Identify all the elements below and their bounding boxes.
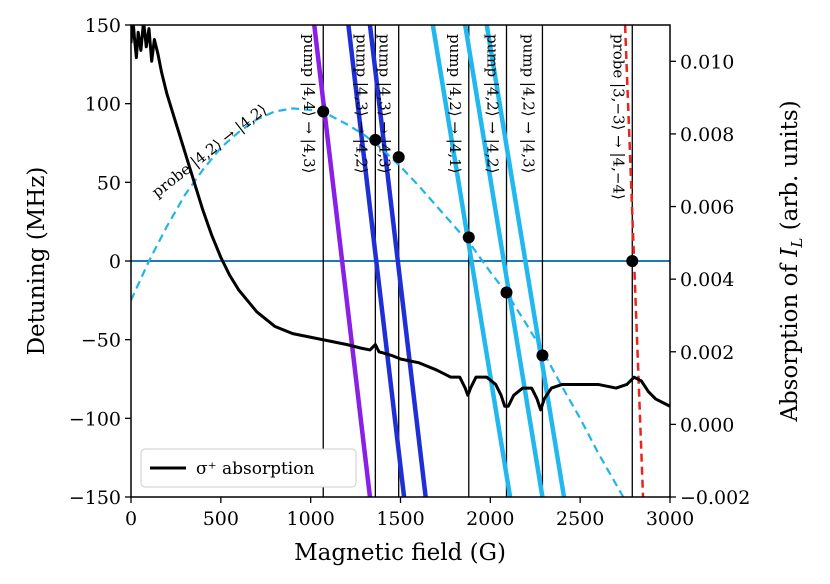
data-point [317,105,330,118]
pump-label: pump |4,2⟩ → |4,3⟩ [519,34,537,173]
y-tick-label: −50 [81,330,121,352]
pump-label: pump |4,2⟩ → |4,1⟩ [446,34,464,173]
x-axis-label: Magnetic field (G) [294,540,506,566]
pump-line [462,25,545,497]
y-tick-label: 0 [109,251,121,273]
y-tick-label: 50 [97,172,121,194]
y-tick-label: −100 [69,408,121,430]
legend-box [140,448,357,488]
pump-label: pump |4,3⟩ → |4,3⟩ [376,34,394,173]
pump-line [312,25,373,497]
y2-axis-label: Absorption of IL (arb. units) [777,100,806,422]
data-point [369,133,382,146]
data-point [392,151,405,164]
y2-tick-label: 0.004 [680,269,734,291]
y-tick-label: 150 [85,15,121,37]
pump-label: pump |4,4⟩ → |4,3⟩ [300,34,318,173]
pump-label: pump |4,3⟩ → |4,2⟩ [352,34,370,173]
axes: 0 500 1000 1500 2000 2500 3000150100500−50−100… [69,15,751,530]
y-tick-label: 100 [85,94,121,116]
plot-area [131,25,670,497]
probe-curve-label: probe |4,2⟩ → |4,2⟩ [148,100,270,201]
probe-red-label: probe |3,−3⟩ → |4,−4⟩ [609,34,627,200]
pump-line [484,25,567,497]
y2-tick-label: 0.010 [680,51,734,73]
pump-line [430,25,513,497]
x-tick-label: 2500 [556,508,604,530]
y2-tick-label: 0.006 [680,197,734,219]
pump-line [367,25,428,497]
pump-label: pump |4,2⟩ → |4,2⟩ [484,34,502,173]
data-point [500,286,513,299]
data-point [536,349,549,362]
absorption-line [131,25,670,412]
pump-line [346,25,407,497]
y2-tick-label: 0.000 [680,414,734,436]
y2-tick-label: 0.008 [680,124,734,146]
y2-tick-label: −0.002 [680,487,750,509]
legend-label: σ⁺ absorption [196,459,314,479]
y-tick-label: −150 [69,487,121,509]
y2-tick-label: 0.002 [680,342,734,364]
data-point [462,231,475,244]
x-tick-label: 1000 [286,508,334,530]
x-tick-label: 2000 [466,508,514,530]
x-tick-label: 1500 [376,508,424,530]
legend: σ⁺ absorption [140,448,357,488]
x-tick-label: 3000 [646,508,694,530]
y-axis-label: Detuning (MHz) [24,167,50,356]
x-tick-label: 0 [125,508,137,530]
x-tick-label: 500 [203,508,239,530]
data-point [626,255,639,267]
